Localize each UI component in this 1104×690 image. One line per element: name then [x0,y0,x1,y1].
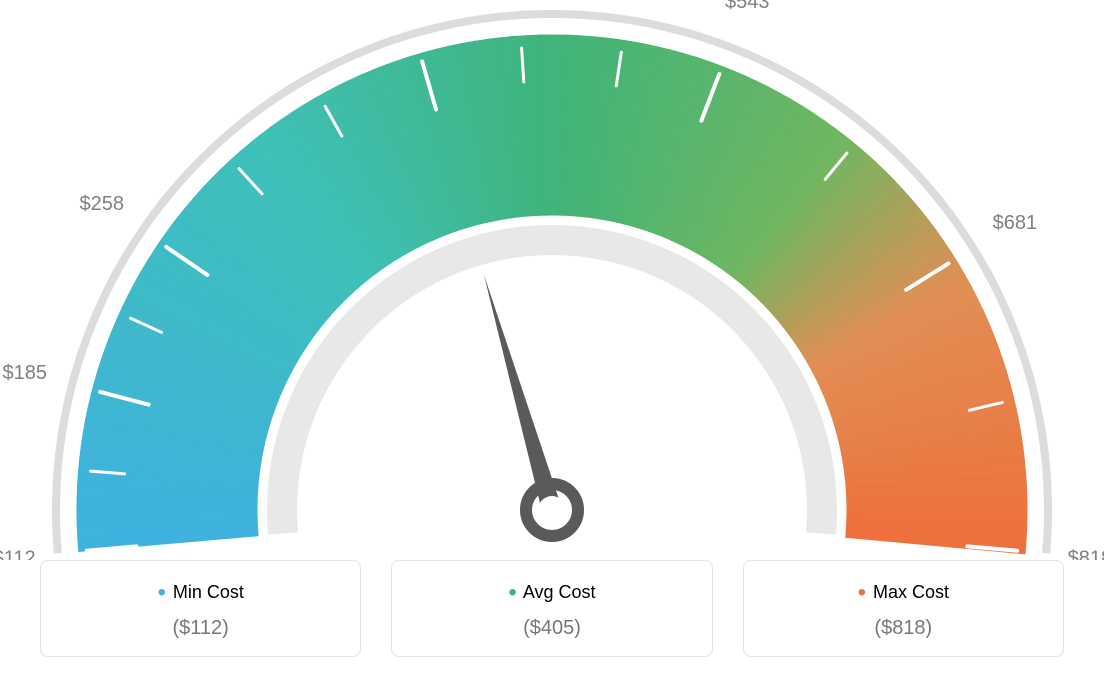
svg-text:$818: $818 [1068,547,1104,560]
svg-text:$543: $543 [725,0,770,13]
legend-avg-value: ($405) [402,617,701,640]
legend-max-value: ($818) [754,617,1053,640]
gauge-chart: $112$185$258$405$543$681$818 [0,0,1104,560]
legend-min-value: ($112) [51,617,350,640]
legend-row: • Min Cost ($112) • Avg Cost ($405) • Ma… [0,560,1104,657]
legend-avg-label: Avg Cost [523,582,596,602]
svg-text:$681: $681 [993,212,1038,234]
svg-text:$185: $185 [2,362,47,384]
legend-min-label: Min Cost [173,582,244,602]
legend-max: • Max Cost ($818) [743,560,1064,657]
legend-max-label: Max Cost [873,582,949,602]
legend-min: • Min Cost ($112) [40,560,361,657]
svg-text:$258: $258 [79,193,124,215]
legend-max-title: • Max Cost [754,579,1053,607]
legend-avg-title: • Avg Cost [402,579,701,607]
svg-text:$112: $112 [0,547,36,560]
legend-min-title: • Min Cost [51,579,350,607]
legend-avg: • Avg Cost ($405) [391,560,712,657]
